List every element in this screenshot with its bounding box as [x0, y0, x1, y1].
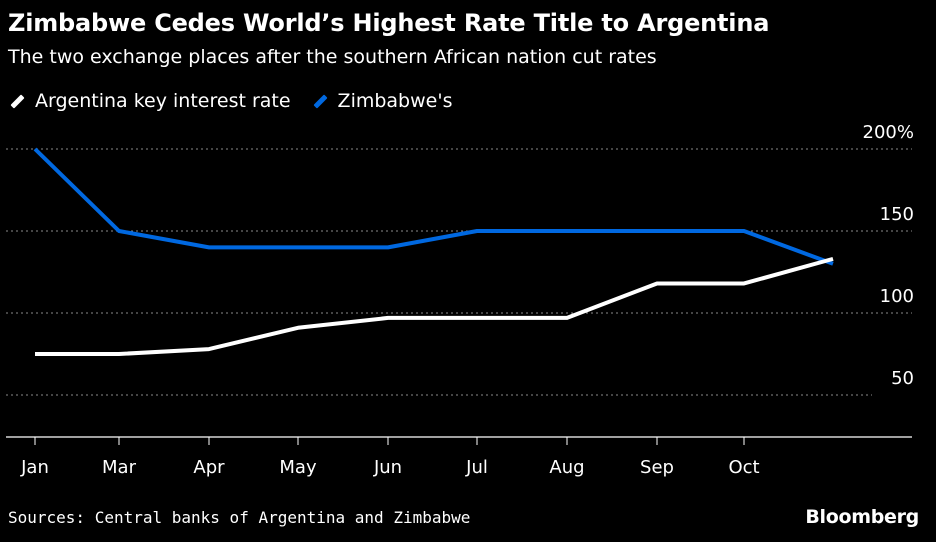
chart-subtitle: The two exchange places after the southe… [8, 46, 657, 68]
axis-layer: 50 100 150 200% Jan Mar Apr May Jun Jul Aug Sep Oct [6, 122, 914, 478]
series-layer [33, 147, 834, 356]
legend-item-argentina: Argentina key interest rate [10, 90, 291, 112]
series-line-zimbabwe [33, 147, 834, 266]
y-tick-label-50: 50 [891, 368, 914, 389]
legend-item-zimbabwe: Zimbabwe's [312, 90, 453, 112]
grid-layer [6, 148, 912, 396]
source-note: Sources: Central banks of Argentina and … [8, 508, 471, 527]
y-tick-label-150: 150 [880, 204, 914, 225]
x-tick-label-may: May [279, 457, 317, 478]
x-tick-label-jun: Jun [373, 457, 402, 478]
legend-label-argentina: Argentina key interest rate [35, 90, 291, 112]
legend-label-zimbabwe: Zimbabwe's [337, 90, 453, 112]
chart-title: Zimbabwe Cedes World’s Highest Rate Titl… [8, 9, 770, 37]
legend: Argentina key interest rate Zimbabwe's [10, 90, 474, 112]
x-tick-label-jul: Jul [465, 457, 488, 478]
series-line-argentina [35, 256, 834, 356]
x-tick-label-mar: Mar [102, 457, 137, 478]
x-tick-label-apr: Apr [193, 457, 225, 478]
x-tick-label-jan: Jan [20, 457, 49, 478]
x-tick-label-aug: Aug [549, 457, 584, 478]
x-tick-label-oct: Oct [728, 457, 759, 478]
y-tick-label-200: 200% [863, 122, 914, 143]
bloomberg-logo: Bloomberg [805, 506, 919, 528]
y-tick-label-100: 100 [880, 286, 914, 307]
x-tick-label-sep: Sep [640, 457, 674, 478]
